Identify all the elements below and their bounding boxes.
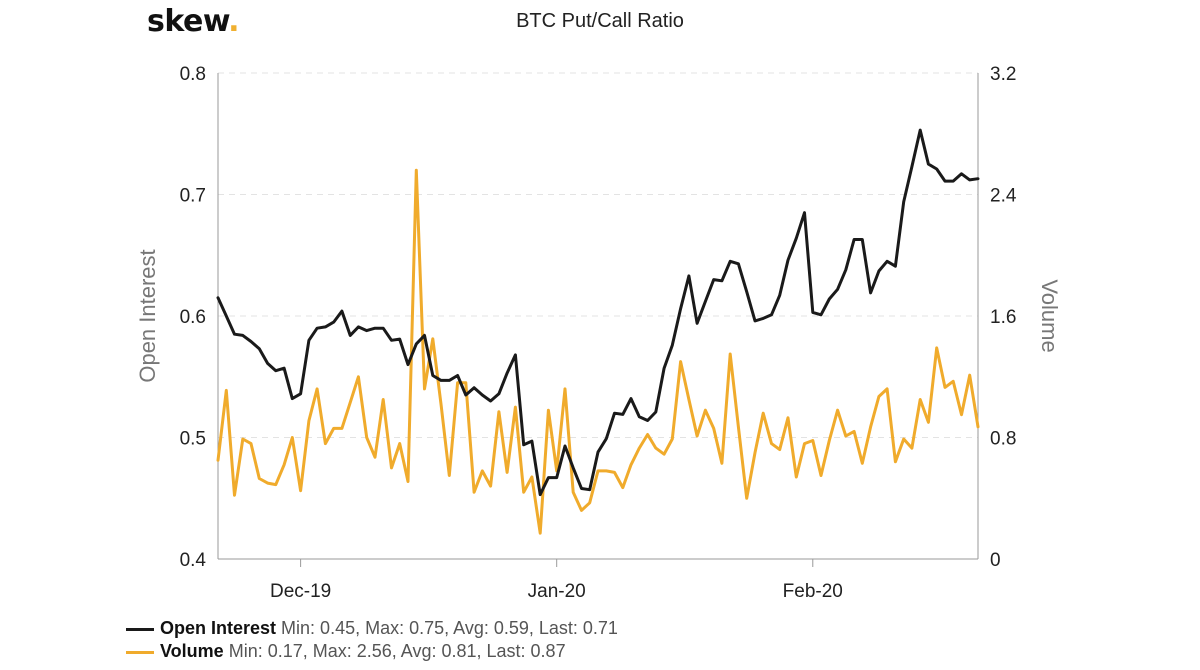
logo-text: skew	[147, 4, 229, 39]
chart-title: BTC Put/Call Ratio	[516, 10, 684, 32]
x-tick-label: Jan-20	[528, 581, 586, 602]
axis-labels: 0.4 0 0.5 0.8 0.6 1.6 0.7 2.4 0.8 3.2 Dec-19 Jan-20…	[135, 64, 1062, 602]
series-lines	[216, 128, 980, 535]
logo-dot: .	[228, 4, 240, 39]
y-tick-left: 0.7	[180, 186, 206, 207]
y-tick-left: 0.6	[180, 307, 206, 328]
y-axis-right-title: Volume	[1037, 279, 1062, 352]
legend-swatch-open-interest	[126, 627, 154, 631]
legend-name-volume: Volume	[160, 641, 224, 661]
y-tick-right: 2.4	[990, 186, 1017, 207]
y-axis-left-title: Open Interest	[135, 249, 160, 382]
legend-swatch-volume	[126, 650, 154, 654]
y-tick-right: 0	[990, 550, 1001, 571]
legend-stats-open-interest: Min: 0.45, Max: 0.75, Avg: 0.59, Last: 0…	[281, 618, 618, 638]
y-tick-left: 0.8	[180, 64, 206, 85]
y-tick-right: 0.8	[990, 429, 1016, 450]
legend-name-open-interest: Open Interest	[160, 618, 277, 638]
y-tick-left: 0.4	[180, 550, 207, 571]
legend-item-open-interest[interactable]: Open Interest Min: 0.45, Max: 0.75, Avg:…	[126, 617, 618, 639]
x-tick-label: Feb-20	[783, 581, 843, 602]
series-line-open-interest	[216, 128, 980, 497]
y-tick-left: 0.5	[180, 429, 206, 450]
x-tick-label: Dec-19	[270, 581, 331, 602]
y-tick-right: 3.2	[990, 64, 1016, 85]
y-tick-right: 1.6	[990, 307, 1016, 328]
series-line-volume	[216, 168, 980, 535]
skew-logo: skew.	[147, 0, 240, 44]
legend-item-volume[interactable]: Volume Min: 0.17, Max: 2.56, Avg: 0.81, …	[126, 640, 566, 662]
legend-stats-volume: Min: 0.17, Max: 2.56, Avg: 0.81, Last: 0…	[228, 641, 566, 661]
axes	[217, 73, 979, 567]
